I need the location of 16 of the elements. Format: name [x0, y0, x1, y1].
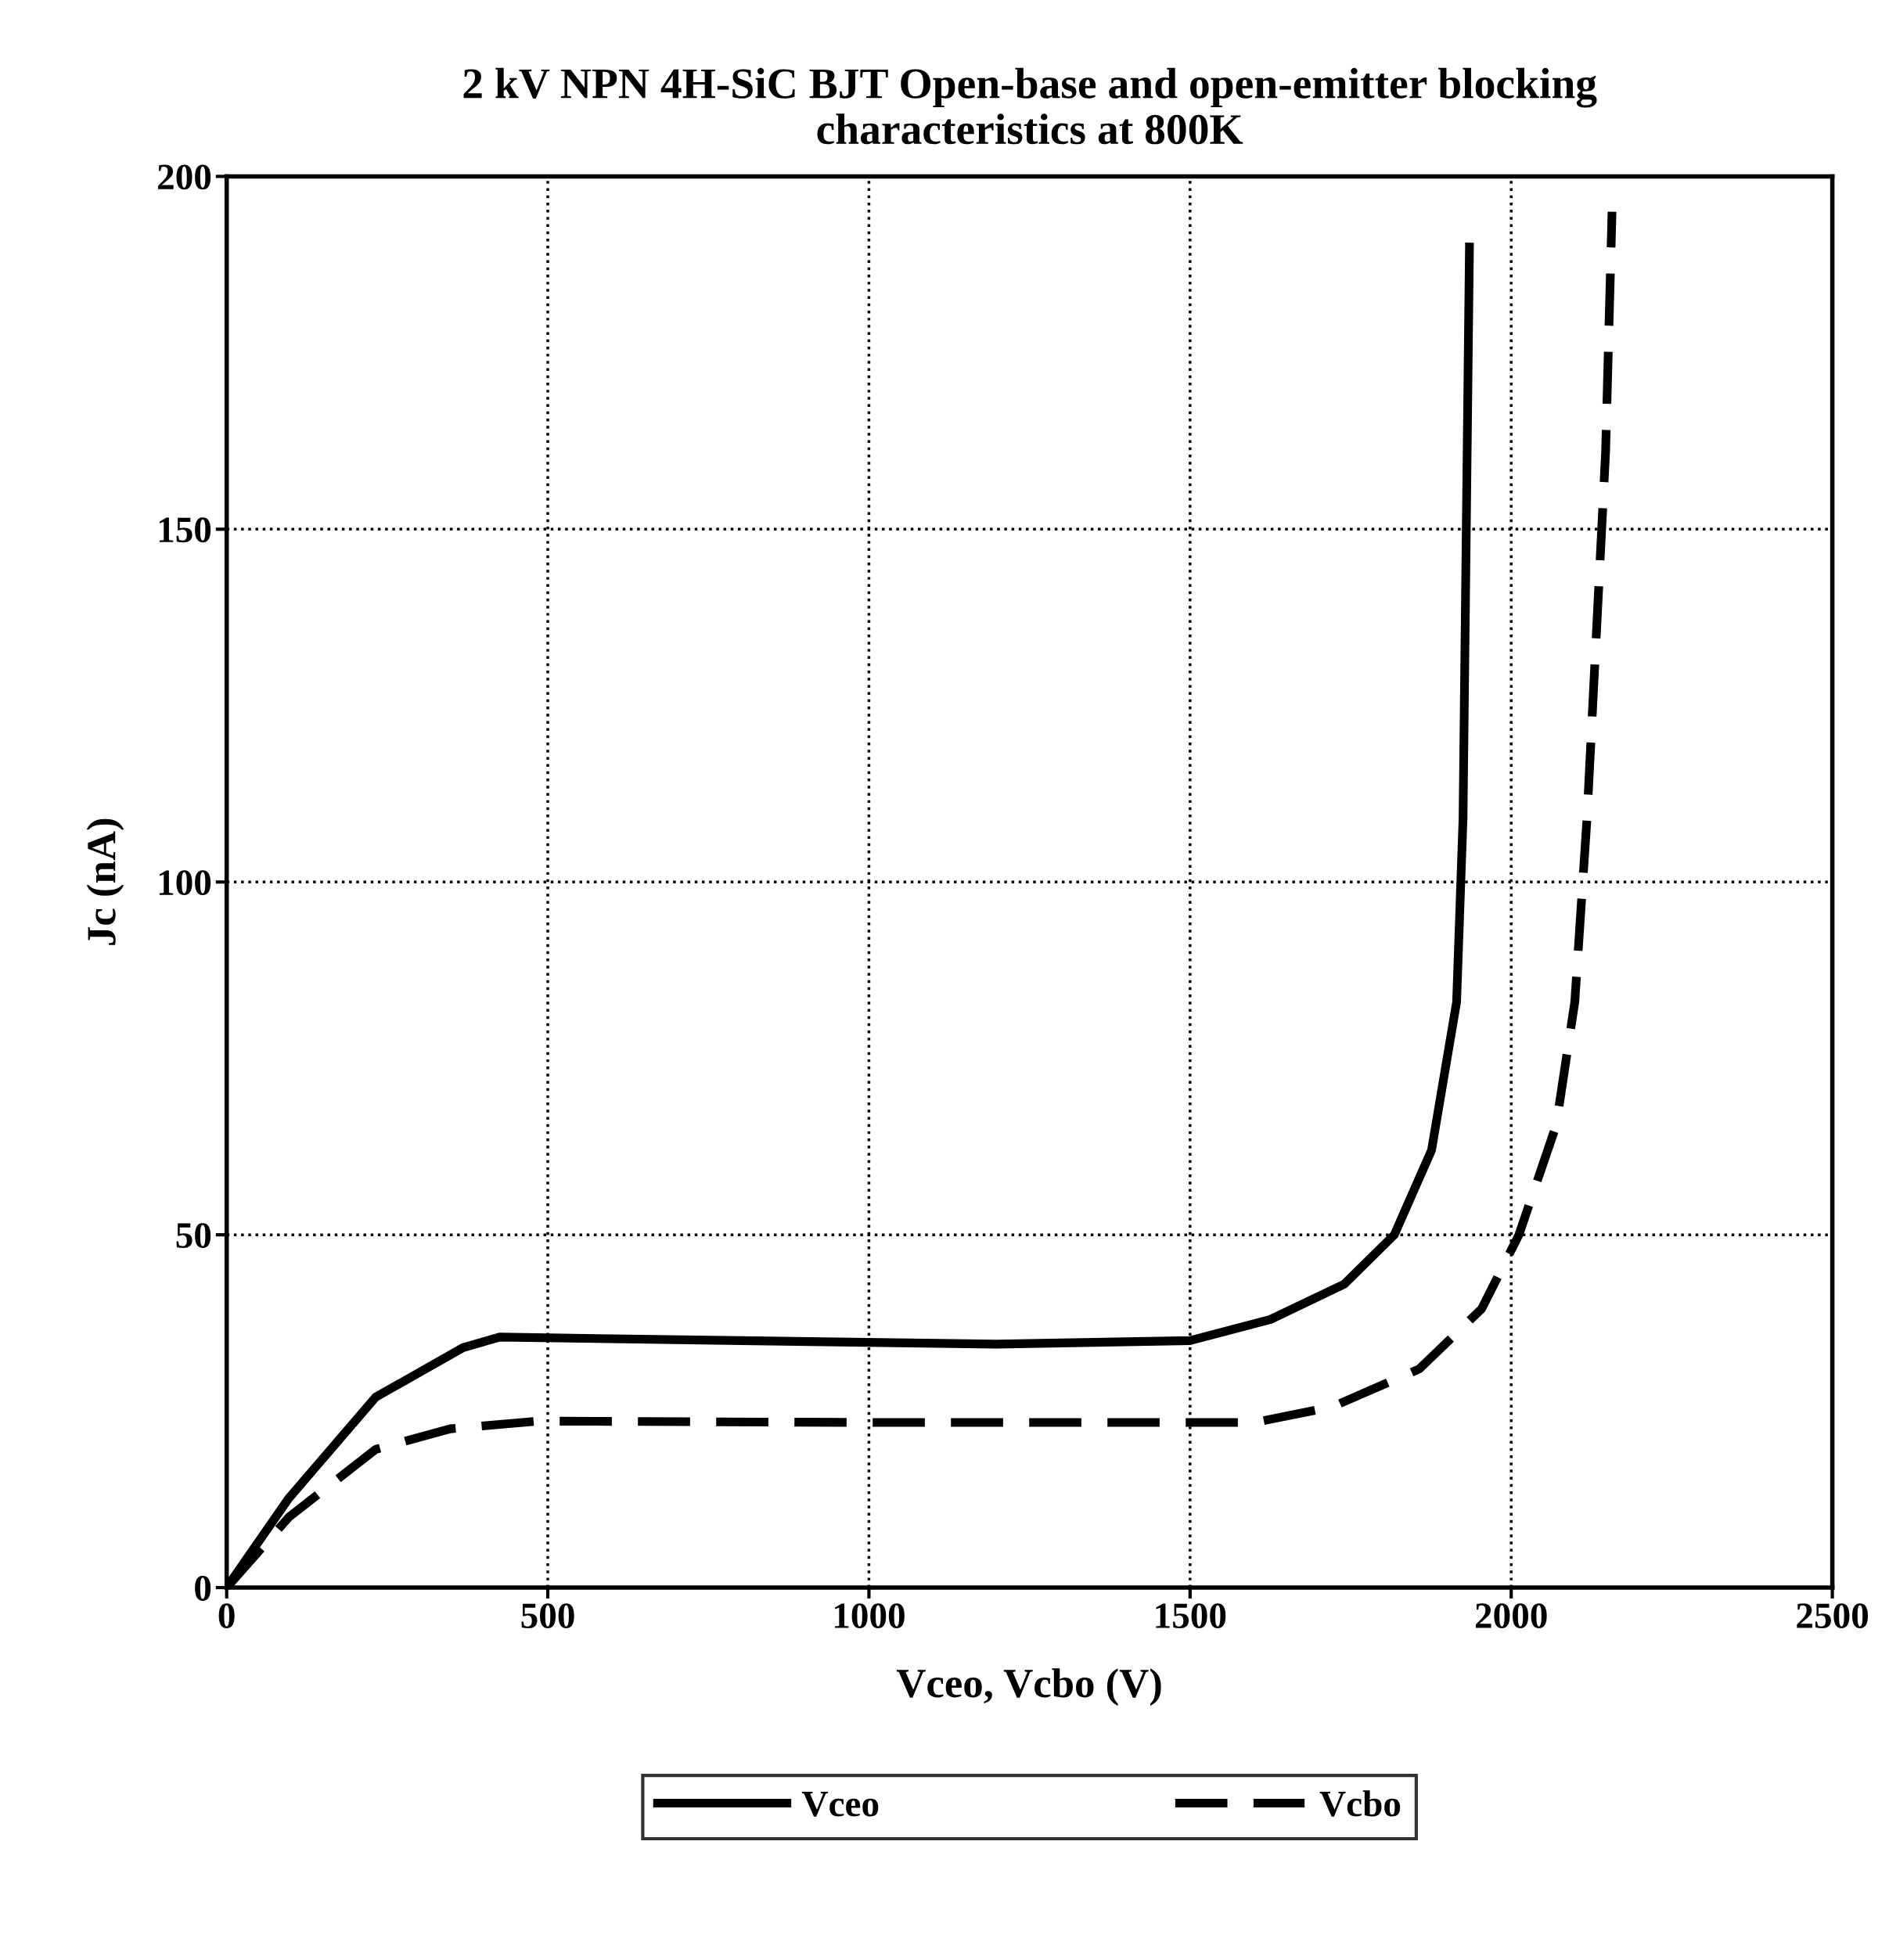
x-tick-label: 500	[521, 1603, 574, 1629]
legend-label: Vceo	[801, 1792, 879, 1817]
x-axis-title: Vceo, Vcbo (V)	[896, 1668, 1161, 1706]
y-tick-label: 0	[195, 1576, 211, 1601]
y-axis-title: Jc (nA)	[86, 818, 124, 945]
x-tick-label: 0	[218, 1603, 235, 1629]
y-tick-label: 200	[158, 164, 211, 190]
x-tick-label: 1500	[1156, 1603, 1226, 1629]
y-tick-label: 100	[159, 870, 211, 896]
chart-title: 2 kV NPN 4H-SiC BJT Open-base and open-emitter blocking characteristics at 800K	[463, 67, 1597, 145]
x-tick-label: 2500	[1797, 1603, 1868, 1629]
legend-label: Vcbo	[1319, 1790, 1401, 1817]
x-tick-label: 1000	[835, 1603, 905, 1629]
y-tick-label: 150	[159, 517, 211, 543]
y-tick-label: 50	[176, 1223, 211, 1248]
x-tick-label: 2000	[1475, 1603, 1547, 1629]
